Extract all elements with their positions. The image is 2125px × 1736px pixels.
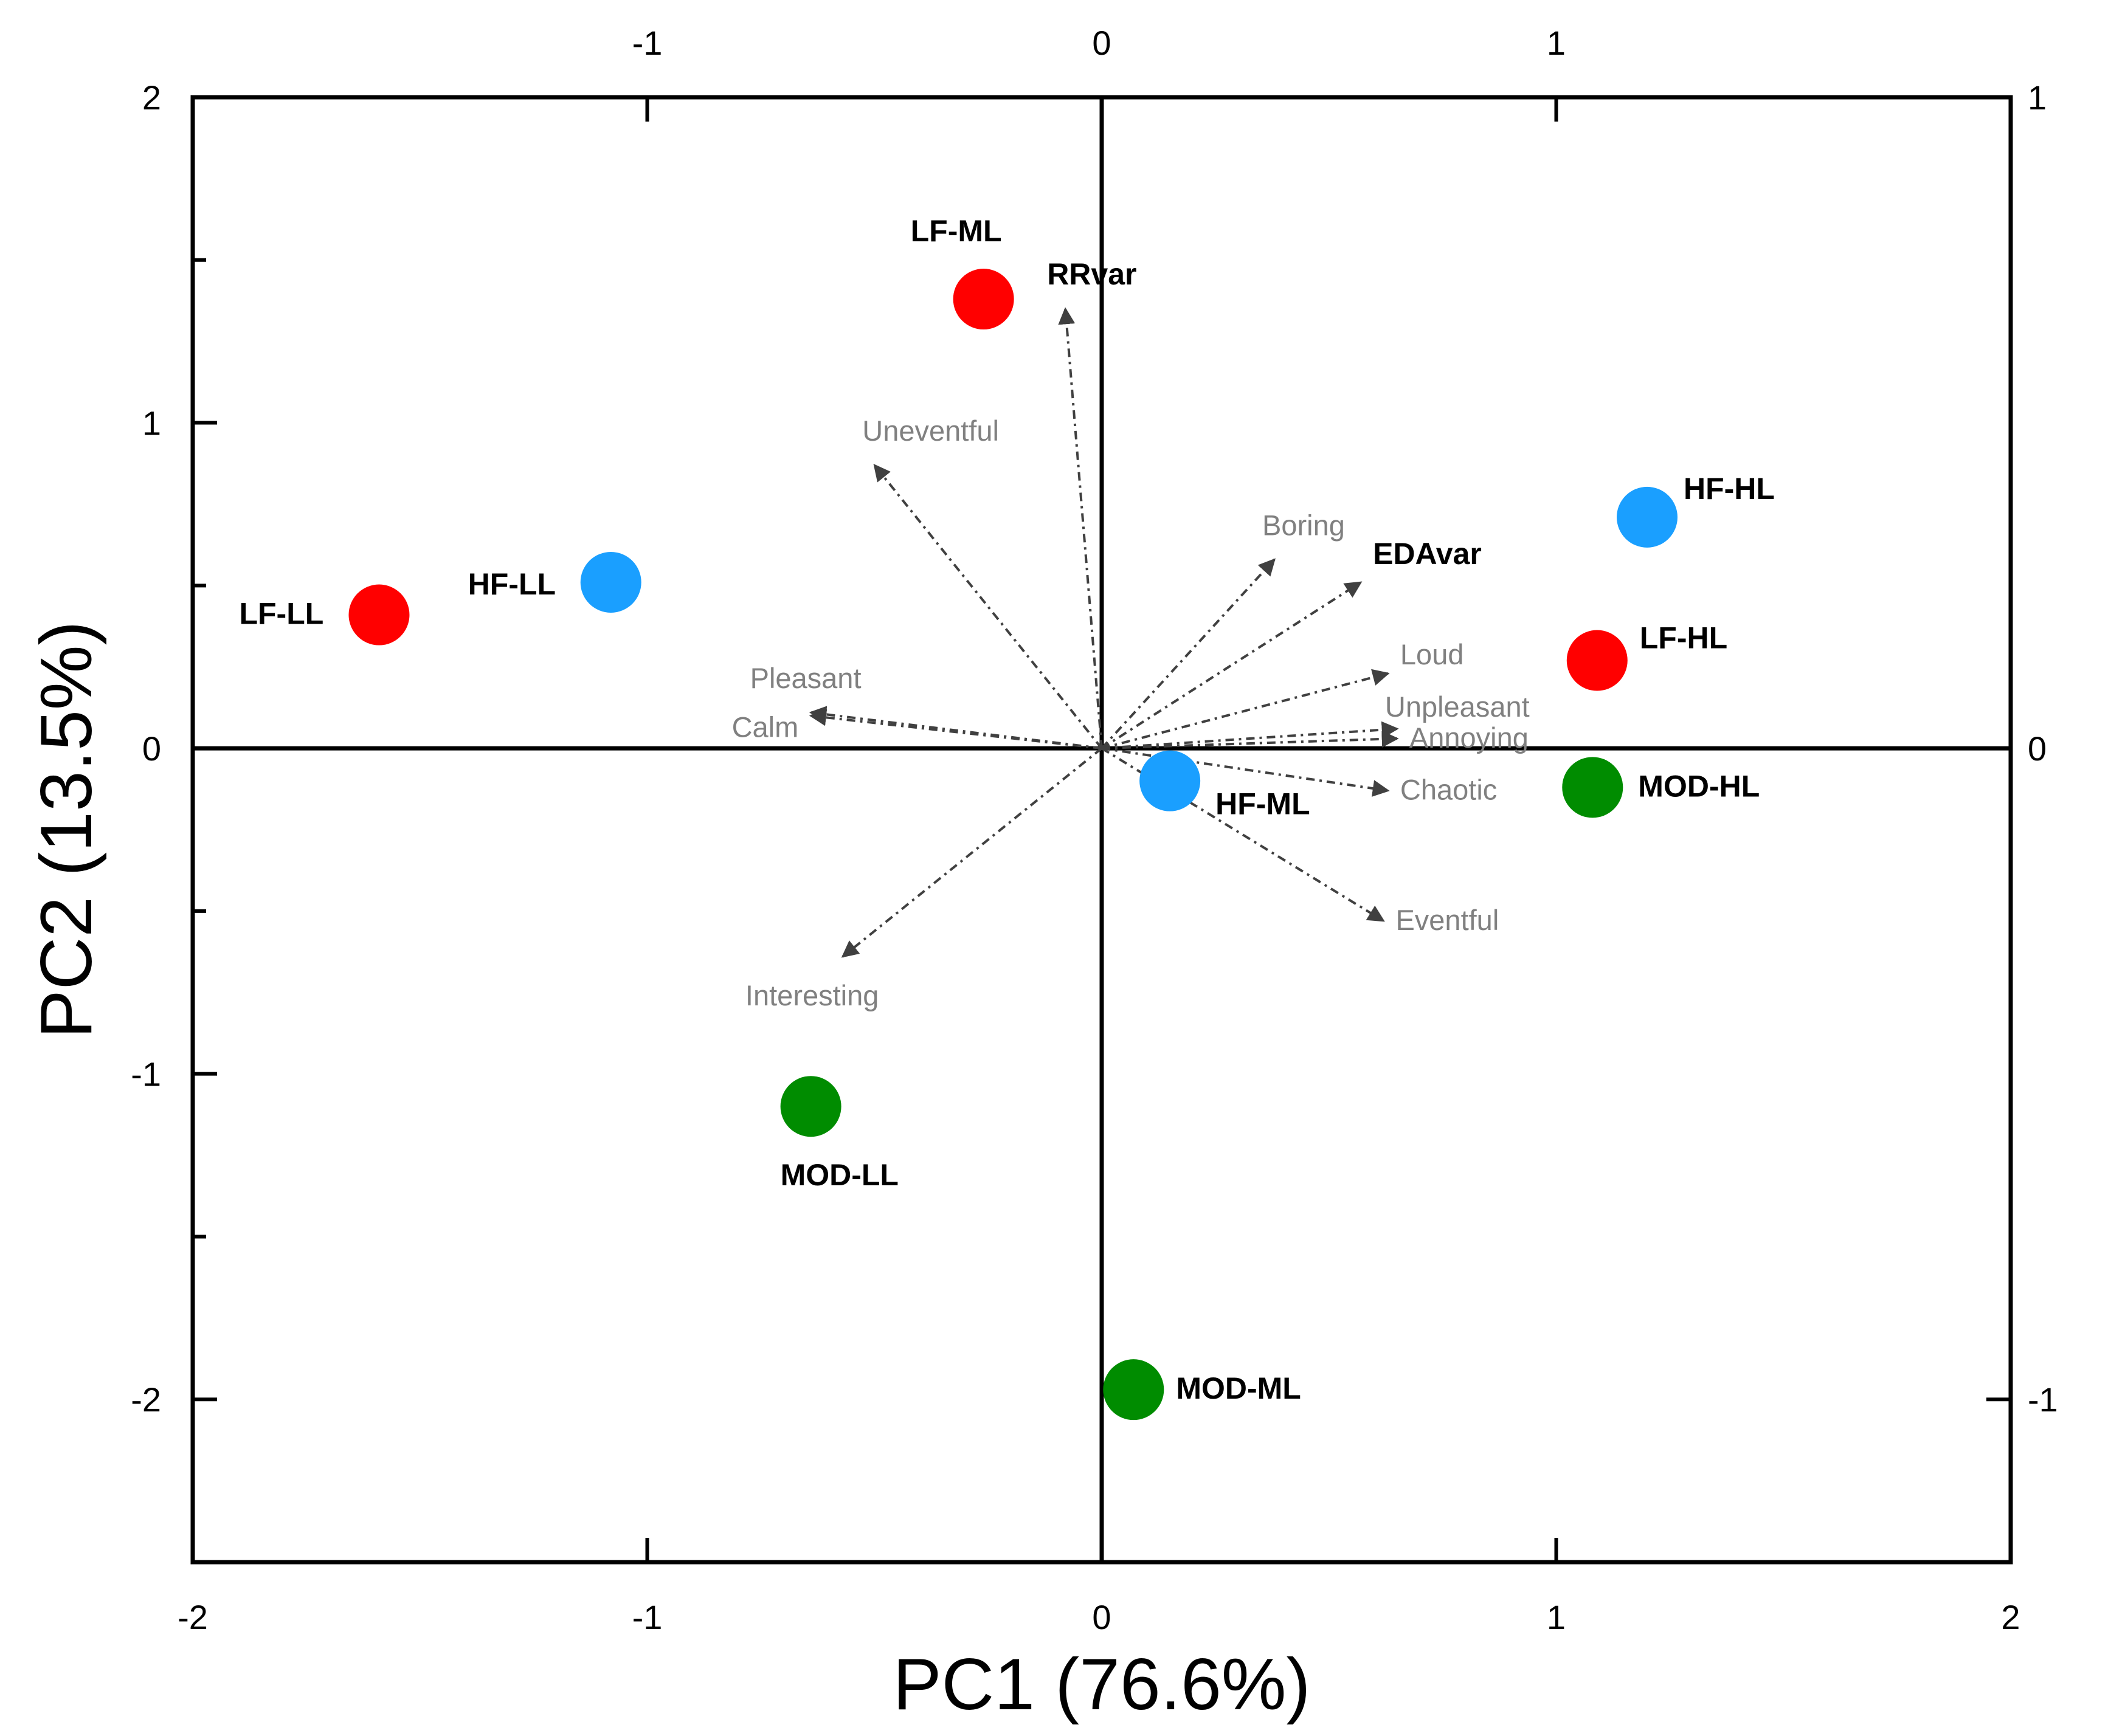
score-points: LF-ML LF-LL LF-HL HF-LL HF-HL HF-ML MOD-HL MOD-… (239, 214, 1775, 1421)
loading-arrow-interesting (841, 747, 1103, 958)
right-tick-label: -1 (2028, 1380, 2058, 1419)
score-label-mod-hl: MOD-HL (1638, 769, 1760, 803)
loading-arrow-annoying (1101, 730, 1399, 750)
score-label-lf-ll: LF-LL (239, 597, 323, 631)
tick-marks (193, 95, 2011, 1562)
x-tick-label: 1 (1547, 1598, 1566, 1636)
loading-label-annoying: Annoying (1409, 722, 1529, 754)
loading-arrow-chaotic (1101, 747, 1390, 797)
loading-arrow-edavar (1101, 581, 1363, 749)
score-point-hf-ll (580, 551, 641, 613)
score-point-hf-hl (1617, 486, 1678, 548)
y-axis-title: PC2 (13.5%) (26, 621, 107, 1039)
x-axis-title: PC1 (76.6%) (893, 1644, 1311, 1725)
top-tick-label: -1 (632, 24, 663, 62)
loading-arrow-boring (1101, 558, 1276, 749)
score-point-mod-ll (780, 1076, 841, 1137)
score-label-mod-ll: MOD-LL (781, 1158, 899, 1192)
loading-label-unpleasant: Unpleasant (1385, 691, 1530, 723)
right-tick-label: 1 (2028, 78, 2047, 117)
x-tick-label: -1 (632, 1598, 663, 1636)
x-tick-label: -2 (178, 1598, 208, 1636)
top-tick-label: 0 (1092, 24, 1111, 62)
loading-vectors: RRvar Uneventful Boring EDAvar Loud Pleasant C… (732, 257, 1530, 1011)
loading-label-rrvar: RRvar (1047, 257, 1136, 291)
y-tick-label: -2 (131, 1380, 161, 1419)
x-tick-label: 2 (2001, 1598, 2020, 1636)
x-tick-label: 0 (1092, 1598, 1111, 1636)
loading-arrow-unpleasant (1101, 721, 1399, 750)
score-point-lf-hl (1566, 630, 1628, 691)
score-label-mod-ml: MOD-ML (1176, 1371, 1301, 1405)
loading-label-calm: Calm (732, 711, 799, 743)
score-label-lf-hl: LF-HL (1640, 621, 1727, 655)
right-tick-label: 0 (2028, 729, 2047, 768)
loading-label-loud: Loud (1400, 638, 1464, 670)
y-tick-label: 2 (142, 78, 161, 117)
score-label-hf-ml: HF-ML (1215, 787, 1310, 821)
loading-label-boring: Boring (1262, 509, 1345, 541)
loading-arrow-loud (1101, 669, 1390, 750)
loading-arrow-calm (809, 709, 1102, 750)
loading-label-edavar: EDAvar (1373, 537, 1482, 571)
score-point-lf-ll (348, 584, 410, 646)
loading-label-uneventful: Uneventful (862, 415, 999, 447)
y-tick-label: 1 (142, 404, 161, 443)
score-point-lf-ml (953, 269, 1014, 330)
loading-label-interesting: Interesting (745, 979, 879, 1011)
score-point-mod-ml (1103, 1359, 1164, 1421)
score-label-hf-hl: HF-HL (1684, 472, 1775, 506)
loading-label-eventful: Eventful (1395, 904, 1499, 936)
loading-arrow-rrvar (1058, 307, 1103, 749)
top-tick-label: 1 (1547, 24, 1566, 62)
score-label-hf-ll: HF-LL (468, 567, 556, 601)
score-label-lf-ml: LF-ML (911, 214, 1002, 248)
y-tick-label: 0 (142, 729, 161, 768)
y-tick-label: -1 (131, 1055, 161, 1094)
loading-arrow-uneventful (873, 463, 1103, 749)
loading-label-chaotic: Chaotic (1400, 774, 1497, 806)
score-point-mod-hl (1562, 757, 1623, 818)
score-point-hf-ml (1139, 750, 1201, 811)
loading-label-pleasant: Pleasant (750, 662, 862, 694)
